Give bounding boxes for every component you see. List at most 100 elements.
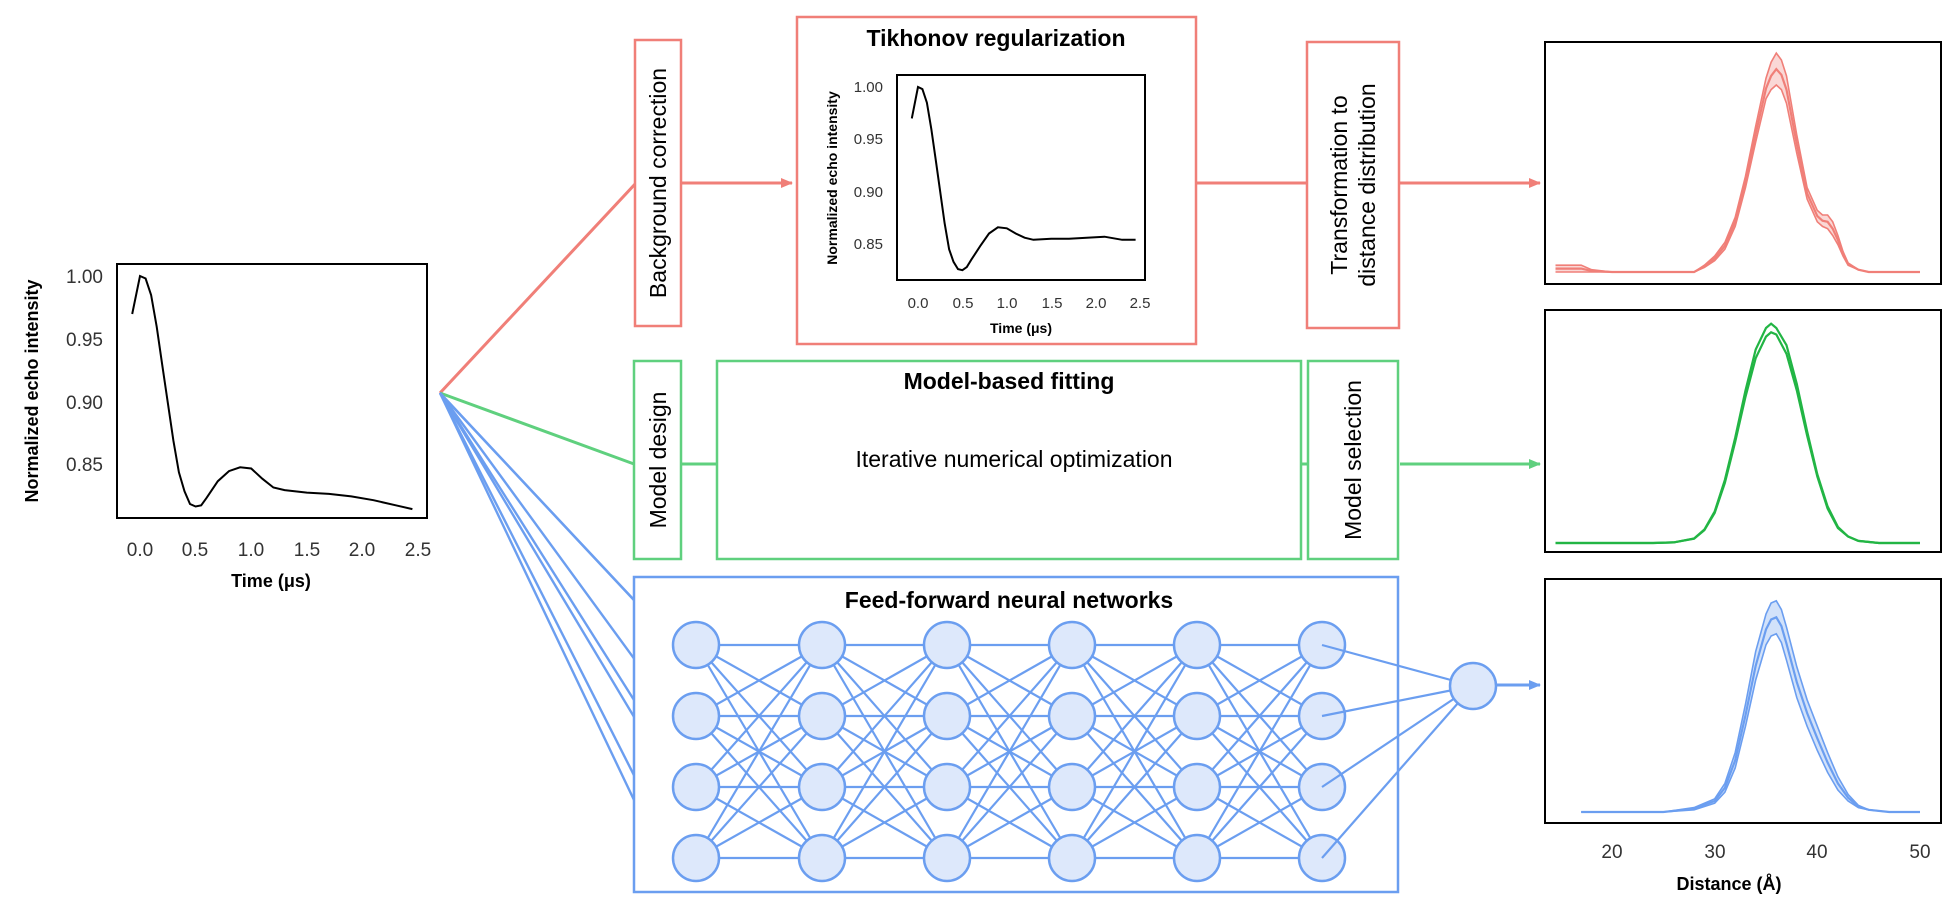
output-xtick: 50 [1909,842,1930,863]
input-plot-curve [131,274,413,511]
tikhonov-xtick: 1.5 [1042,295,1063,312]
transformation-box: Transformation to distance distribution [1305,40,1401,330]
input-plot: 1.00 0.95 0.90 0.85 0.0 0.5 1.0 1.5 2.0 … [22,263,431,591]
red-mean-line [1555,67,1920,274]
input-xtick: 1.5 [294,540,320,561]
nn-edge [821,644,948,788]
output-blue-curves [1581,599,1920,814]
nn-node [1172,691,1222,741]
input-signal-line [131,274,413,511]
input-xtick: 0.5 [182,540,208,561]
output-xlabel: Distance (Å) [1676,874,1781,894]
model-design-box: Model design [632,359,683,561]
tikhonov-xtick: 0.5 [953,295,974,312]
blue-upper-line [1581,599,1920,813]
iterative-optimization-label: Iterative numerical optimization [855,446,1172,472]
nn-edge [1196,644,1323,859]
nn-output-node [1448,661,1498,711]
nn-output-edge [1321,685,1474,788]
nn-node [922,833,972,883]
green-fit-line [1555,322,1920,545]
output-red-curves [1555,51,1920,274]
nn-edge [946,644,1073,788]
connectors [438,178,1541,859]
nn-edge [695,644,823,788]
nn-node [1047,762,1097,812]
input-ytick: 0.85 [66,455,103,476]
model-fitting-box: Model-based fitting Iterative numerical … [715,359,1303,561]
model-selection-box: Model selection [1306,359,1400,561]
connector-red-branch [438,181,638,395]
input-xtick: 0.0 [127,540,153,561]
output-plot-blue: 20 30 40 50 Distance (Å) [1544,578,1942,894]
input-plot-xlabel: Time (μs) [231,571,311,591]
output-xtick: 40 [1806,842,1827,863]
nn-output-edge [1321,684,1474,718]
nn-edge [821,644,948,859]
nn-edge [1196,644,1323,788]
tikhonov-title: Tikhonov regularization [867,25,1126,51]
nn-node [922,691,972,741]
tikhonov-ytick: 0.90 [854,184,883,201]
nn-edge [1196,715,1323,859]
connector-blue-fan [438,392,678,859]
nn-edge [946,644,1073,859]
model-selection-label: Model selection [1340,380,1366,540]
input-ytick: 1.00 [66,267,103,288]
tikhonov-xtick: 1.0 [997,295,1018,312]
nn-edge [695,715,823,859]
background-correction-label: Background correction [645,68,671,298]
input-plot-ylabel: Normalized echo intensity [22,279,42,502]
nn-node [1047,833,1097,883]
tikhonov-signal-line [910,85,1136,272]
nn-node [671,833,721,883]
input-xtick: 1.0 [238,540,264,561]
input-plot-yticks: 1.00 0.95 0.90 0.85 [66,267,103,476]
output-plot-red [1544,41,1942,285]
nn-output-edge [1321,643,1474,688]
input-to-nn-edge [438,392,636,801]
input-xtick: 2.0 [349,540,375,561]
tikhonov-ylabel: Normalized echo intensity [824,91,840,265]
output-plot-green [1544,309,1942,553]
tikhonov-xtick: 2.0 [1086,295,1107,312]
output-xticks: 20 30 40 50 [1601,842,1930,863]
nn-output-edges [1321,643,1474,859]
nn-edge [821,715,948,859]
nn-nodes [671,620,1347,883]
background-correction-box: Background correction [633,38,683,328]
tikhonov-xticks: 0.0 0.5 1.0 1.5 2.0 2.5 [908,295,1151,312]
input-plot-xticks: 0.0 0.5 1.0 1.5 2.0 2.5 [127,540,431,561]
blue-mean-line [1581,615,1920,814]
tikhonov-xtick: 2.5 [1130,295,1151,312]
transformation-label-line2: distance distribution [1354,83,1380,286]
nn-node [797,833,847,883]
input-ytick: 0.90 [66,393,103,414]
tikhonov-xtick: 0.0 [908,295,929,312]
neural-network-box: Feed-forward neural networks [632,575,1400,894]
output-green-curves [1555,322,1920,545]
tikhonov-box: Tikhonov regularization 1.00 0.95 0.90 0… [795,15,1198,346]
model-design-label: Model design [645,392,671,529]
input-ytick: 0.95 [66,330,103,351]
nn-node [797,691,847,741]
tikhonov-ytick: 0.95 [854,131,883,148]
tikhonov-plot-curve [910,85,1136,272]
nn-edge [695,644,823,859]
transformation-label-line1: Transformation to [1326,95,1352,274]
neural-network-title: Feed-forward neural networks [845,587,1173,613]
nn-edge [1071,715,1198,859]
nn-node [671,620,721,670]
tikhonov-ytick: 1.00 [854,79,883,96]
connector-green-branch [439,391,635,466]
nn-node [671,762,721,812]
input-to-nn-edge [438,392,636,701]
input-plot-frame [116,263,428,519]
nn-node [1172,833,1222,883]
tikhonov-xlabel: Time (μs) [990,320,1052,336]
blue-lower-line [1581,632,1920,813]
nn-node [671,691,721,741]
output-xtick: 20 [1601,842,1622,863]
tikhonov-ytick: 0.85 [854,236,883,253]
